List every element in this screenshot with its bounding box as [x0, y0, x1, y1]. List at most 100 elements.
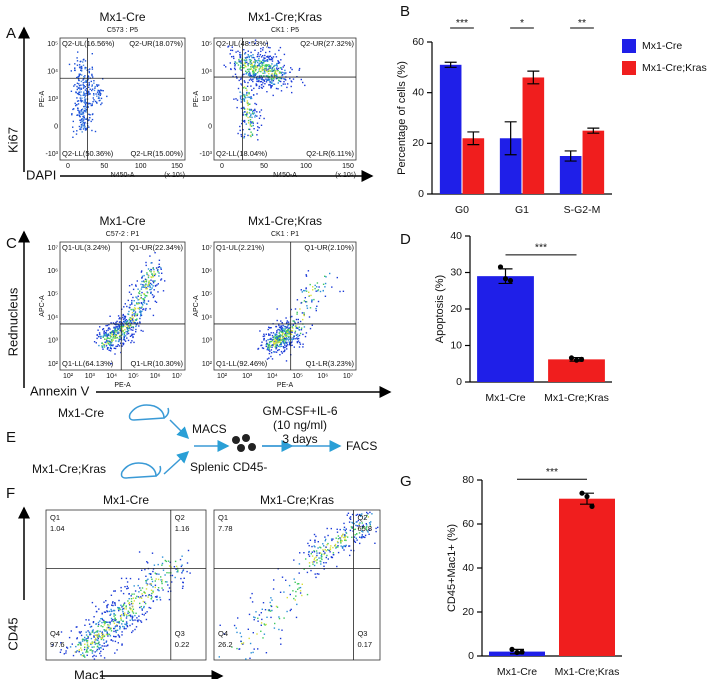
event-dot: [87, 647, 89, 649]
x-tick-label: 10⁶: [150, 373, 161, 380]
event-dot: [249, 109, 251, 112]
event-dot: [276, 75, 278, 77]
event-dot: [340, 545, 342, 547]
event-dot: [284, 338, 286, 340]
event-dot: [244, 114, 246, 116]
event-dot: [107, 635, 109, 637]
event-dot: [143, 605, 145, 608]
event-dot: [249, 119, 252, 121]
event-dot: [262, 59, 264, 61]
event-dot: [260, 56, 263, 58]
event-dot: [110, 333, 112, 335]
event-dot: [138, 325, 140, 327]
event-dot: [151, 273, 153, 275]
event-dot: [80, 654, 82, 656]
event-dot: [330, 538, 333, 540]
event-dot: [157, 266, 160, 268]
event-dot: [140, 307, 142, 309]
event-dot: [302, 289, 305, 292]
event-dot: [130, 595, 132, 597]
event-dot: [285, 330, 287, 333]
flow-plot: [213, 37, 357, 161]
event-dot: [261, 344, 263, 346]
event-dot: [83, 127, 85, 129]
event-dot: [269, 346, 271, 348]
event-dot: [270, 86, 272, 88]
event-dot: [265, 333, 267, 335]
quadrant-name: Q2: [357, 513, 367, 522]
event-dot: [243, 94, 245, 97]
event-dot: [84, 646, 86, 648]
event-dot: [246, 68, 249, 71]
event-dot: [285, 322, 288, 325]
event-dot: [88, 126, 90, 128]
event-dot: [149, 288, 151, 291]
event-dot: [102, 626, 104, 628]
event-dot: [148, 281, 150, 283]
event-dot: [101, 632, 103, 634]
event-dot: [141, 613, 144, 615]
event-dot: [79, 97, 81, 99]
event-dot: [74, 651, 76, 653]
event-dot: [78, 66, 81, 68]
event-dot: [326, 554, 328, 557]
event-dot: [247, 134, 249, 137]
event-dot: [98, 647, 100, 649]
y-tick-label: 10³: [48, 338, 59, 345]
event-dot: [84, 126, 86, 128]
event-dot: [264, 609, 267, 611]
event-dot: [279, 326, 282, 328]
event-dot: [115, 331, 117, 333]
event-dot: [94, 651, 96, 653]
event-dot: [366, 511, 368, 514]
event-dot: [258, 614, 261, 616]
event-dot: [317, 300, 320, 303]
event-dot: [108, 610, 110, 613]
plot-frame: [59, 241, 186, 371]
event-dot: [267, 46, 270, 49]
event-dot: [259, 77, 261, 80]
event-dot: [260, 612, 262, 614]
event-dot: [276, 337, 278, 339]
event-dot: [283, 342, 286, 345]
event-dot: [267, 75, 269, 77]
event-dot: [277, 345, 279, 347]
event-dot: [78, 64, 81, 66]
event-dot: [80, 643, 82, 645]
event-dot: [82, 652, 84, 654]
event-dot: [153, 280, 155, 282]
event-dot: [355, 521, 357, 523]
event-dot: [260, 622, 263, 624]
event-dot: [118, 609, 120, 612]
event-dot: [275, 56, 278, 58]
mouse-tail: [163, 407, 170, 419]
event-dot: [120, 590, 122, 592]
event-dot: [248, 637, 250, 640]
event-dot: [94, 87, 96, 89]
event-dot: [76, 130, 78, 132]
event-dot: [273, 579, 275, 581]
event-dot: [82, 61, 84, 63]
y-tick-label: 10⁴: [201, 314, 212, 321]
event-dot: [286, 610, 288, 613]
event-dot: [351, 513, 354, 516]
event-dot: [324, 548, 326, 551]
event-dot: [283, 72, 285, 74]
y-tick-label: 60: [462, 518, 474, 530]
event-dot: [77, 109, 79, 111]
event-dot: [326, 527, 328, 530]
event-dot: [106, 610, 109, 613]
quadrant-value: 1.16: [175, 524, 190, 533]
event-dot: [240, 77, 242, 79]
event-dot: [121, 644, 123, 646]
event-dot: [250, 125, 253, 127]
event-dot: [123, 607, 125, 609]
event-dot: [261, 618, 263, 621]
event-dot: [85, 111, 87, 113]
event-dot: [98, 332, 101, 334]
event-dot: [250, 78, 252, 80]
event-dot: [90, 120, 92, 123]
event-dot: [98, 91, 101, 94]
x-tick-label: Mx1-Cre: [497, 666, 537, 678]
event-dot: [124, 623, 126, 625]
